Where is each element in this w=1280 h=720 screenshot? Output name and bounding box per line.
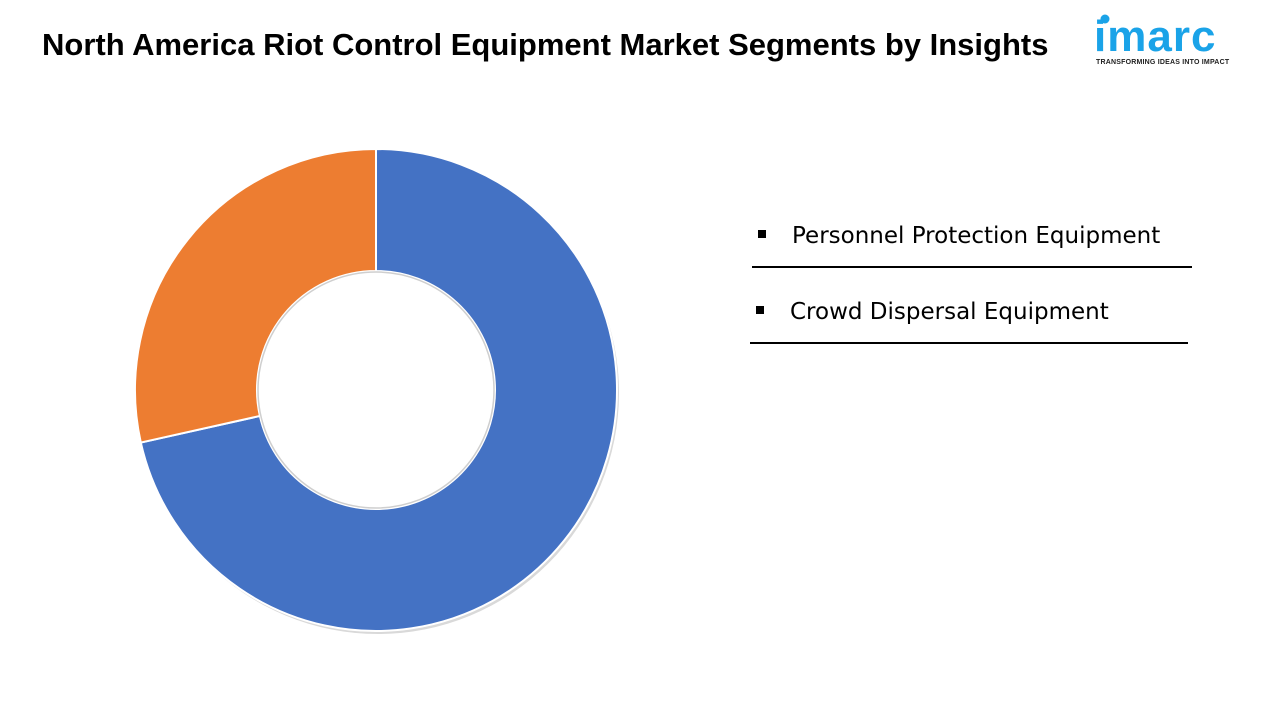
legend-item-personnel-protection: Personnel Protection Equipment <box>752 210 1192 268</box>
logo-i-dot-icon <box>1100 14 1110 24</box>
imarc-logo: imarc TRANSFORMING IDEAS INTO IMPACT <box>1094 14 1258 72</box>
donut-slice-personnel-protection-equipment <box>139 147 618 632</box>
logo-tagline: TRANSFORMING IDEAS INTO IMPACT <box>1096 59 1230 66</box>
logo-wordmark: imarc <box>1094 12 1217 61</box>
legend-label: Crowd Dispersal Equipment <box>790 299 1109 325</box>
donut-slice-crowd-dispersal-equipment <box>134 147 377 444</box>
legend-marker <box>758 230 766 238</box>
legend-label: Personnel Protection Equipment <box>792 223 1161 249</box>
legend-item-crowd-dispersal: Crowd Dispersal Equipment <box>750 286 1188 344</box>
donut-hole <box>257 271 495 509</box>
legend-marker <box>756 306 764 314</box>
chart-legend: Personnel Protection Equipment Crowd Dis… <box>750 210 1192 362</box>
chart-title: North America Riot Control Equipment Mar… <box>42 27 1049 62</box>
